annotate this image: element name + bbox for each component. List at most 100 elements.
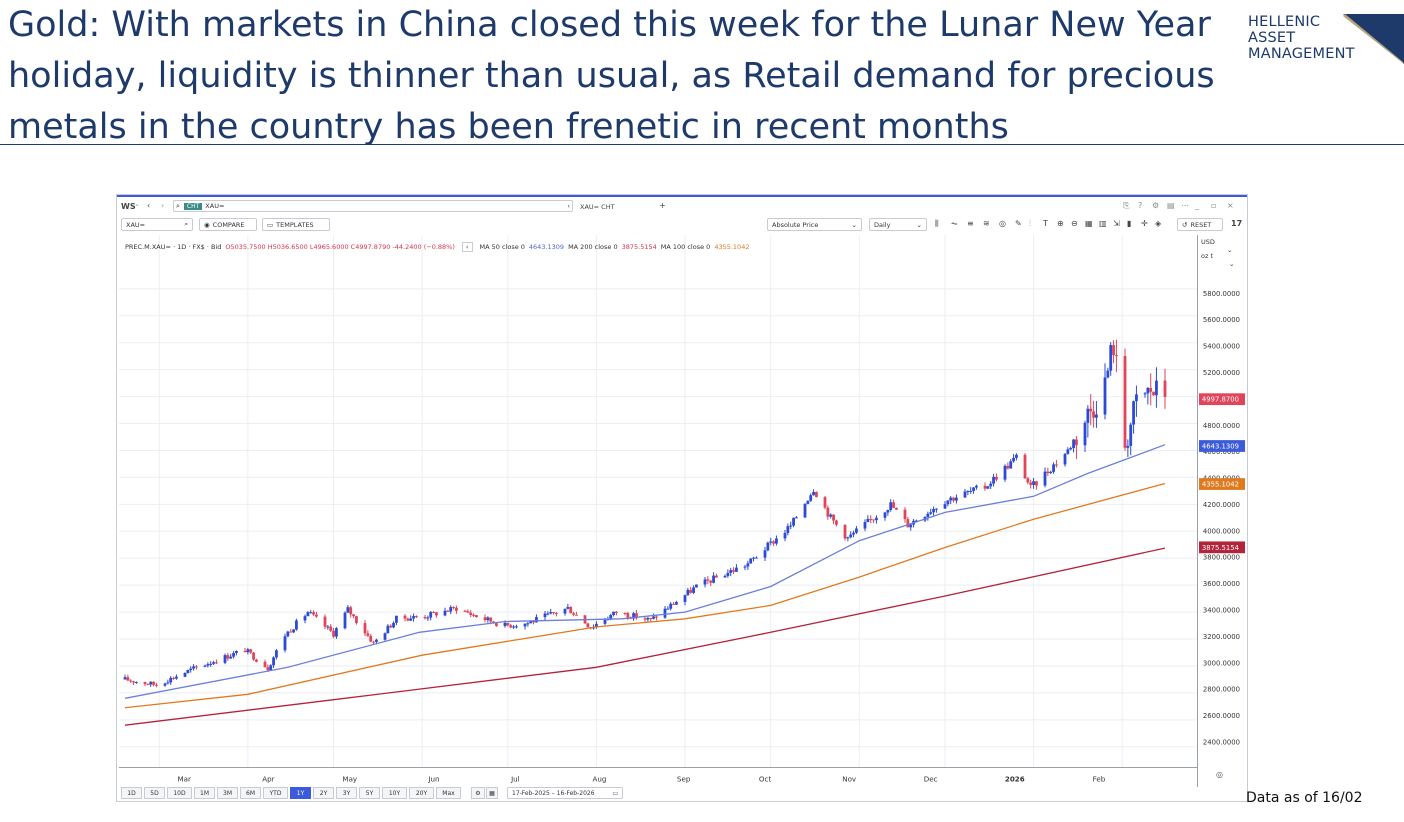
candle-body (172, 677, 175, 679)
forward-icon[interactable]: › (161, 201, 165, 210)
candle-body (132, 681, 135, 683)
layout-icon[interactable]: ▤ (1167, 201, 1175, 210)
candle-body (969, 490, 973, 492)
range-button-3y[interactable]: 3Y (336, 787, 357, 799)
range-button-10y[interactable]: 10Y (382, 787, 407, 799)
candle-body (506, 622, 510, 626)
back-icon[interactable]: ‹ (147, 201, 151, 210)
compare-button[interactable]: ◉ COMPARE (199, 218, 257, 231)
crosshair-icon[interactable]: ✛ (1141, 219, 1148, 228)
reset-icon: ↺ (1182, 220, 1188, 229)
ws-label[interactable]: WS (121, 202, 136, 211)
range-button-5y[interactable]: 5Y (359, 787, 380, 799)
candle-body (746, 563, 750, 567)
range-button-1m[interactable]: 1M (194, 787, 215, 799)
y-tick-label: 4000.0000 (1203, 527, 1240, 535)
close-icon[interactable]: × (1227, 201, 1234, 210)
chart-plot[interactable] (119, 235, 1197, 767)
annotate-icon[interactable]: ✎ (1015, 219, 1022, 228)
range-button-2y[interactable]: 2Y (313, 787, 334, 799)
price-type-select[interactable]: Absolute Price ⌄ (767, 218, 862, 231)
export-icon[interactable]: ⇲ (1113, 219, 1120, 228)
lines-icon[interactable]: ≡ (967, 219, 974, 228)
legend-collapse-icon[interactable]: ‹ (461, 242, 473, 252)
candle-body (392, 622, 395, 628)
price-tag-label: 4355.1042 (1202, 480, 1239, 488)
sync-icon[interactable]: ◈ (1155, 219, 1162, 228)
range-bar: ⚙ ▦ 17-Feb-2025 – 16-Feb-2026 ▭ 1D 5D 10D 1… (117, 786, 1247, 802)
link-icon[interactable]: ⎘ (1123, 201, 1130, 210)
candle-body (329, 626, 333, 631)
candle-body (546, 613, 550, 615)
table-icon[interactable]: ▦ (1085, 219, 1093, 228)
range-button-6m[interactable]: 6M (240, 787, 261, 799)
chart-type-icon[interactable]: ▮ (1127, 219, 1132, 228)
range-button-5d[interactable]: 5D (144, 787, 165, 799)
command-value: XAU= (205, 202, 225, 210)
candles (123, 339, 1167, 688)
command-search-input[interactable]: ⌕ CHT XAU= ‹ (173, 200, 573, 212)
range-button-max[interactable]: Max (436, 787, 461, 799)
candle-body (555, 612, 558, 614)
candle-body (1129, 424, 1133, 446)
reset-button[interactable]: ↺ RESET (1177, 218, 1223, 231)
candle-body (1089, 408, 1093, 412)
candle-body (823, 497, 827, 508)
candle-body (1009, 461, 1013, 469)
options-icon[interactable]: ⋯ (1181, 201, 1189, 210)
candle-body (775, 538, 778, 544)
restore-icon[interactable]: ▫ (1211, 201, 1217, 210)
symbol-input[interactable]: XAU= ⌕ (121, 218, 193, 231)
y-tick-label: 4200.0000 (1203, 501, 1240, 509)
range-button-1y[interactable]: 1Y (290, 787, 311, 799)
price-tag-label: 4997.8700 (1202, 396, 1239, 404)
candle-body (129, 680, 133, 682)
y-axis[interactable]: 2400.0000 2600.0000 2800.0000 3000.0000 3200… (1197, 235, 1247, 787)
candle-body (829, 514, 833, 517)
interval-select[interactable]: Daily ⌄ (869, 218, 927, 231)
candle-body (1049, 471, 1053, 474)
candle-body (323, 616, 327, 627)
draw-icon[interactable]: ≋ (983, 219, 990, 228)
add-tab-button[interactable]: + (659, 201, 666, 210)
chevron-down-icon: ⌄ (1229, 260, 1235, 268)
calendar-grid-icon[interactable]: ▦ (486, 787, 498, 799)
unit-select[interactable]: oz t ⌄ (1201, 252, 1247, 268)
candle-body (186, 669, 190, 673)
currency-select[interactable]: USD ⌄ (1201, 238, 1247, 254)
range-button-10d[interactable]: 10D (167, 787, 192, 799)
x-axis[interactable]: Mar Apr May Jun Jul Aug Sep Oct Nov Dec 2026 Feb (119, 767, 1197, 787)
chart-tab[interactable]: XAU= CHT (580, 203, 615, 211)
candles-icon[interactable]: ⫼ (935, 219, 939, 228)
candle-body (209, 663, 213, 665)
legend-ma50-value: 4643.1309 (528, 243, 565, 251)
date-range-input[interactable]: 17-Feb-2025 – 16-Feb-2026 ▭ (507, 787, 623, 799)
axis-settings-icon[interactable]: ◎ (1216, 770, 1223, 779)
candle-body (1069, 448, 1073, 450)
ws-menu-icon[interactable]: ⁃ (135, 201, 139, 210)
studies-icon[interactable]: ⏦ (951, 219, 958, 228)
text-icon[interactable]: T (1043, 219, 1048, 228)
range-button-1d[interactable]: 1D (121, 787, 142, 799)
candle-body (949, 497, 953, 501)
range-button-20y[interactable]: 20Y (409, 787, 434, 799)
range-button-3m[interactable]: 3M (217, 787, 238, 799)
candle-body (812, 491, 815, 496)
y-tick-label: 3800.0000 (1203, 554, 1240, 562)
candle-body (212, 662, 215, 664)
calendar-settings-icon[interactable]: ⚙ (471, 787, 485, 799)
settings-icon[interactable]: ⚙ (1152, 201, 1160, 210)
zoom-out-icon[interactable]: ⊖ (1071, 219, 1078, 228)
events-icon[interactable]: ◎ (999, 219, 1006, 228)
help-icon[interactable]: ? (1138, 201, 1143, 210)
layout-grid-icon[interactable]: ▥ (1099, 219, 1107, 228)
compare-label: COMPARE (212, 220, 245, 229)
zoom-in-icon[interactable]: ⊕ (1057, 219, 1064, 228)
candle-body (683, 595, 687, 602)
templates-button[interactable]: ▭ TEMPLATES (262, 218, 330, 231)
range-button-ytd[interactable]: YTD (263, 787, 288, 799)
candle-body (412, 616, 415, 619)
candle-body (772, 541, 775, 544)
minimize-icon[interactable]: _ (1195, 201, 1199, 210)
fib-icon[interactable]: ⫶ (1029, 219, 1031, 228)
